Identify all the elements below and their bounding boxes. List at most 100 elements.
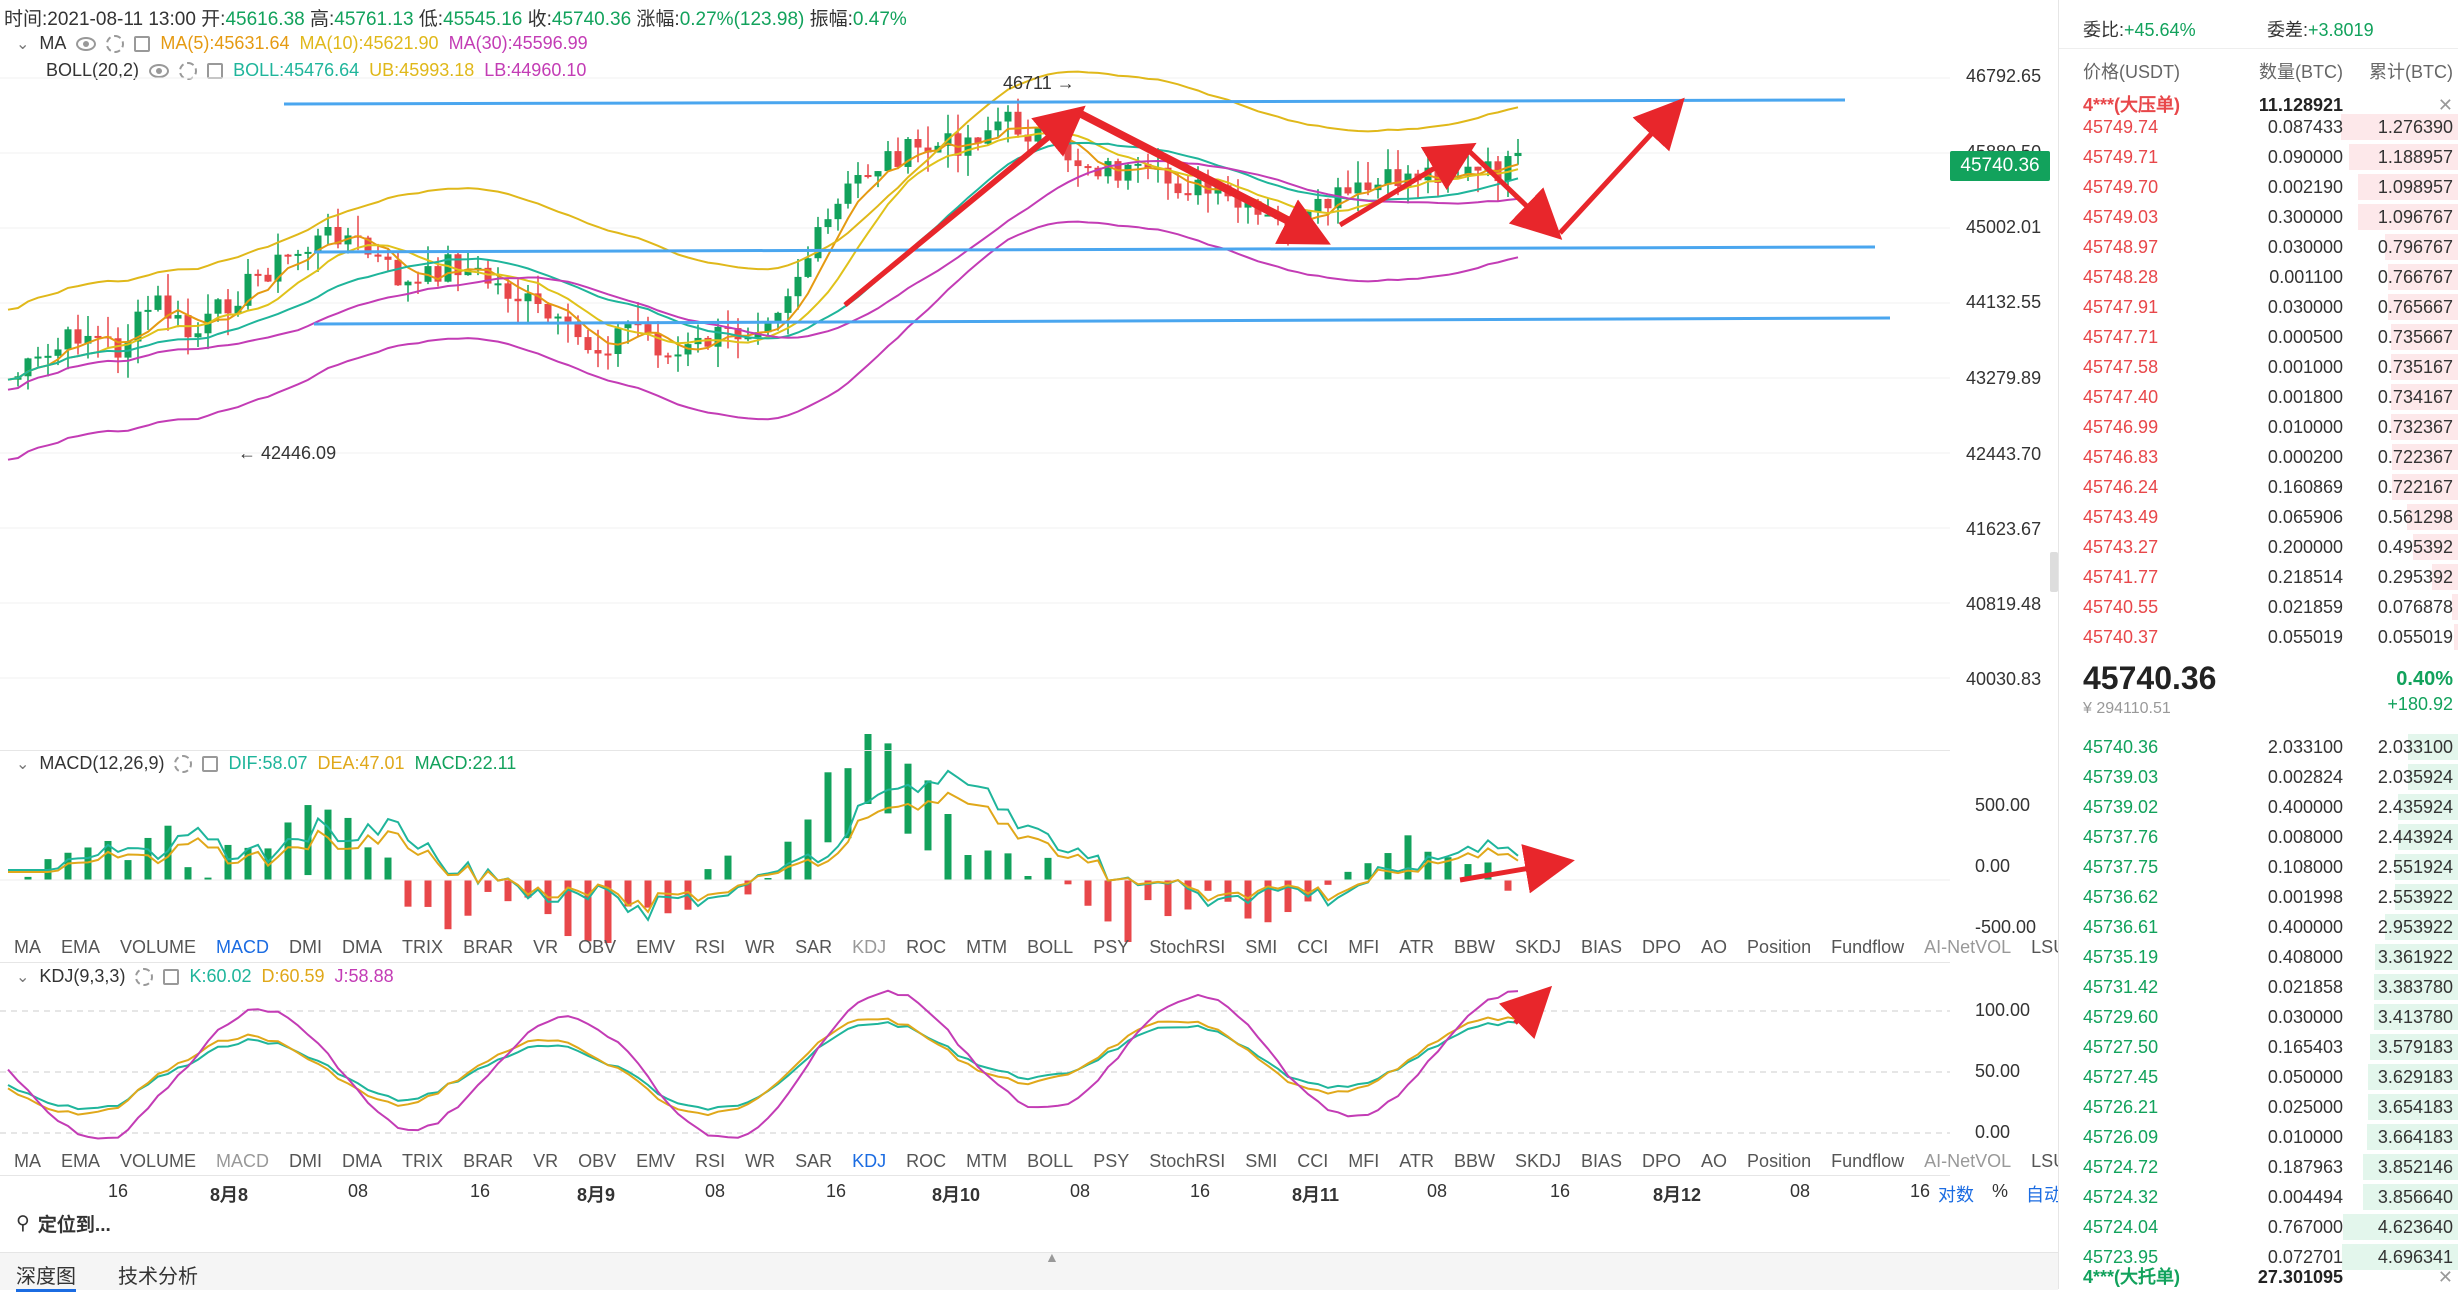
panel-collapse-handle[interactable] bbox=[2050, 552, 2058, 592]
expand-chevron-icon[interactable]: ▲ bbox=[1045, 1249, 1059, 1265]
log-scale-toggle[interactable]: 对数 bbox=[1938, 1185, 1974, 1205]
ask-row[interactable]: 45746.24 0.160869 0.722167 bbox=[2059, 472, 2458, 502]
ask-row[interactable]: 45747.40 0.001800 0.734167 bbox=[2059, 382, 2458, 412]
indicator-tab-roc[interactable]: ROC bbox=[906, 1151, 947, 1171]
indicator-tab-psy[interactable]: PSY bbox=[1093, 937, 1130, 957]
bid-row[interactable]: 45727.45 0.050000 3.629183 bbox=[2059, 1062, 2458, 1092]
indicator-tab-obv[interactable]: OBV bbox=[578, 937, 617, 957]
indicator-tab-atr[interactable]: ATR bbox=[1399, 1151, 1434, 1171]
indicator-tab-ao[interactable]: AO bbox=[1701, 937, 1728, 957]
close-icon[interactable]: ✕ bbox=[2437, 95, 2453, 115]
indicator-tab-bbw[interactable]: BBW bbox=[1453, 937, 1495, 957]
indicator-tab-brar[interactable]: BRAR bbox=[463, 937, 514, 957]
ask-row[interactable]: 45748.97 0.030000 0.796767 bbox=[2059, 232, 2458, 262]
indicator-tab-bias[interactable]: BIAS bbox=[1580, 1151, 1623, 1171]
indicator-tab-dmi[interactable]: DMI bbox=[289, 937, 323, 957]
close-box-icon[interactable] bbox=[202, 755, 219, 772]
settings-gear-icon[interactable] bbox=[106, 34, 125, 53]
ask-row[interactable]: 45743.27 0.200000 0.495392 bbox=[2059, 532, 2458, 562]
indicator-tab-kdj[interactable]: KDJ bbox=[852, 937, 887, 957]
bid-row[interactable]: 45739.03 0.002824 2.035924 bbox=[2059, 762, 2458, 792]
indicator-tab-dma[interactable]: DMA bbox=[342, 1151, 383, 1171]
indicator-tab-wr[interactable]: WR bbox=[745, 1151, 776, 1171]
indicator-tab-ao[interactable]: AO bbox=[1701, 1151, 1728, 1171]
bid-row[interactable]: 45729.60 0.030000 3.413780 bbox=[2059, 1002, 2458, 1032]
indicator-tab-boll[interactable]: BOLL bbox=[1027, 937, 1074, 957]
indicator-tab-smi[interactable]: SMI bbox=[1245, 1151, 1278, 1171]
indicator-tab-bias[interactable]: BIAS bbox=[1580, 937, 1623, 957]
bid-wall-row[interactable]: 4***(大托单) 27.301095 ✕ bbox=[2059, 1262, 2458, 1292]
indicator-tab-vr[interactable]: VR bbox=[533, 937, 559, 957]
ask-row[interactable]: 45741.77 0.218514 0.295392 bbox=[2059, 562, 2458, 592]
indicator-tab-roc[interactable]: ROC bbox=[906, 937, 947, 957]
indicator-tab-fundflow[interactable]: Fundflow bbox=[1831, 1151, 1905, 1171]
indicator-tab-emv[interactable]: EMV bbox=[636, 1151, 676, 1171]
close-box-icon[interactable] bbox=[134, 35, 151, 52]
indicator-tab-mfi[interactable]: MFI bbox=[1348, 1151, 1380, 1171]
eye-icon[interactable] bbox=[149, 63, 170, 78]
indicator-tab-skdj[interactable]: SKDJ bbox=[1514, 1151, 1561, 1171]
indicator-tab-ma[interactable]: MA bbox=[14, 937, 41, 957]
ask-row[interactable]: 45746.99 0.010000 0.732367 bbox=[2059, 412, 2458, 442]
settings-gear-icon[interactable] bbox=[135, 967, 154, 986]
bid-row[interactable]: 45740.36 2.033100 2.033100 bbox=[2059, 732, 2458, 762]
close-icon[interactable]: ✕ bbox=[2437, 1267, 2453, 1287]
indicator-tab-smi[interactable]: SMI bbox=[1245, 937, 1278, 957]
bid-row[interactable]: 45727.50 0.165403 3.579183 bbox=[2059, 1032, 2458, 1062]
bid-row[interactable]: 45724.04 0.767000 4.623640 bbox=[2059, 1212, 2458, 1242]
indicator-tab-stochrsi[interactable]: StochRSI bbox=[1149, 1151, 1226, 1171]
indicator-tab-dmi[interactable]: DMI bbox=[289, 1151, 323, 1171]
indicator-tab-ma[interactable]: MA bbox=[14, 1151, 41, 1171]
indicator-tab-mtm[interactable]: MTM bbox=[966, 937, 1008, 957]
indicator-tab-ema[interactable]: EMA bbox=[61, 937, 101, 957]
indicator-tab-bbw[interactable]: BBW bbox=[1453, 1151, 1495, 1171]
indicator-tab-position[interactable]: Position bbox=[1747, 1151, 1812, 1171]
indicator-tab-kdj[interactable]: KDJ bbox=[852, 1151, 887, 1171]
collapse-chevron-icon[interactable]: ⌄ bbox=[16, 35, 30, 53]
ask-row[interactable]: 45749.74 0.087433 1.276390 bbox=[2059, 112, 2458, 142]
indicator-tab-stochrsi[interactable]: StochRSI bbox=[1149, 937, 1226, 957]
indicator-tab-trix[interactable]: TRIX bbox=[402, 1151, 444, 1171]
ask-row[interactable]: 45749.71 0.090000 1.188957 bbox=[2059, 142, 2458, 172]
bid-row[interactable]: 45726.21 0.025000 3.654183 bbox=[2059, 1092, 2458, 1122]
bid-row[interactable]: 45739.02 0.400000 2.435924 bbox=[2059, 792, 2458, 822]
ask-row[interactable]: 45740.37 0.055019 0.055019 bbox=[2059, 622, 2458, 652]
indicator-tab-ai-netvol[interactable]: AI-NetVOL bbox=[1924, 937, 2012, 957]
indicator-tab-brar[interactable]: BRAR bbox=[463, 1151, 514, 1171]
ask-row[interactable]: 45747.71 0.000500 0.735667 bbox=[2059, 322, 2458, 352]
ask-row[interactable]: 45740.55 0.021859 0.076878 bbox=[2059, 592, 2458, 622]
locate-to-button[interactable]: ⚲ 定位到... bbox=[16, 1210, 111, 1237]
indicator-tab-wr[interactable]: WR bbox=[745, 937, 776, 957]
resistance-line[interactable] bbox=[283, 98, 1846, 106]
bid-row[interactable]: 45723.95 0.072701 4.696341 bbox=[2059, 1242, 2458, 1272]
indicator-tab-dpo[interactable]: DPO bbox=[1642, 937, 1682, 957]
indicator-tab-mfi[interactable]: MFI bbox=[1348, 937, 1380, 957]
ask-row[interactable]: 45747.58 0.001000 0.735167 bbox=[2059, 352, 2458, 382]
collapse-chevron-icon[interactable]: ⌄ bbox=[16, 968, 30, 986]
ask-row[interactable]: 45746.83 0.000200 0.722367 bbox=[2059, 442, 2458, 472]
bid-row[interactable]: 45726.09 0.010000 3.664183 bbox=[2059, 1122, 2458, 1152]
ask-row[interactable]: 45749.03 0.300000 1.096767 bbox=[2059, 202, 2458, 232]
bid-row[interactable]: 45737.76 0.008000 2.443924 bbox=[2059, 822, 2458, 852]
ask-row[interactable]: 45748.28 0.001100 0.766767 bbox=[2059, 262, 2458, 292]
tab-depth-chart[interactable]: 深度图 bbox=[16, 1260, 76, 1292]
indicator-tab-macd[interactable]: MACD bbox=[216, 937, 270, 957]
indicator-tab-psy[interactable]: PSY bbox=[1093, 1151, 1130, 1171]
bid-row[interactable]: 45735.19 0.408000 3.361922 bbox=[2059, 942, 2458, 972]
auto-scale-toggle[interactable]: 自动 bbox=[2026, 1185, 2063, 1205]
ask-row[interactable]: 45743.49 0.065906 0.561298 bbox=[2059, 502, 2458, 532]
bid-row[interactable]: 45724.32 0.004494 3.856640 bbox=[2059, 1182, 2458, 1212]
indicator-tab-ai-netvol[interactable]: AI-NetVOL bbox=[1924, 1151, 2012, 1171]
ask-wall-row[interactable]: 4***(大压单) 11.128921 ✕ bbox=[2059, 90, 2458, 120]
indicator-tab-trix[interactable]: TRIX bbox=[402, 937, 444, 957]
indicator-tab-rsi[interactable]: RSI bbox=[695, 937, 726, 957]
indicator-tab-dpo[interactable]: DPO bbox=[1642, 1151, 1682, 1171]
indicator-tab-mtm[interactable]: MTM bbox=[966, 1151, 1008, 1171]
indicator-tab-sar[interactable]: SAR bbox=[795, 1151, 833, 1171]
ask-row[interactable]: 45749.70 0.002190 1.098957 bbox=[2059, 172, 2458, 202]
indicator-tab-atr[interactable]: ATR bbox=[1399, 937, 1434, 957]
bid-row[interactable]: 45736.61 0.400000 2.953922 bbox=[2059, 912, 2458, 942]
support-line-lower[interactable] bbox=[313, 316, 1891, 326]
indicator-tab-ema[interactable]: EMA bbox=[61, 1151, 101, 1171]
indicator-tab-volume[interactable]: VOLUME bbox=[120, 937, 197, 957]
